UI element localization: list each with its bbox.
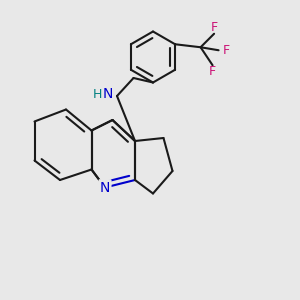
Text: N: N	[100, 181, 110, 194]
Text: F: F	[211, 21, 218, 34]
Text: F: F	[223, 44, 230, 57]
Text: F: F	[209, 65, 216, 78]
Text: H: H	[93, 88, 102, 101]
Text: N: N	[103, 88, 113, 101]
